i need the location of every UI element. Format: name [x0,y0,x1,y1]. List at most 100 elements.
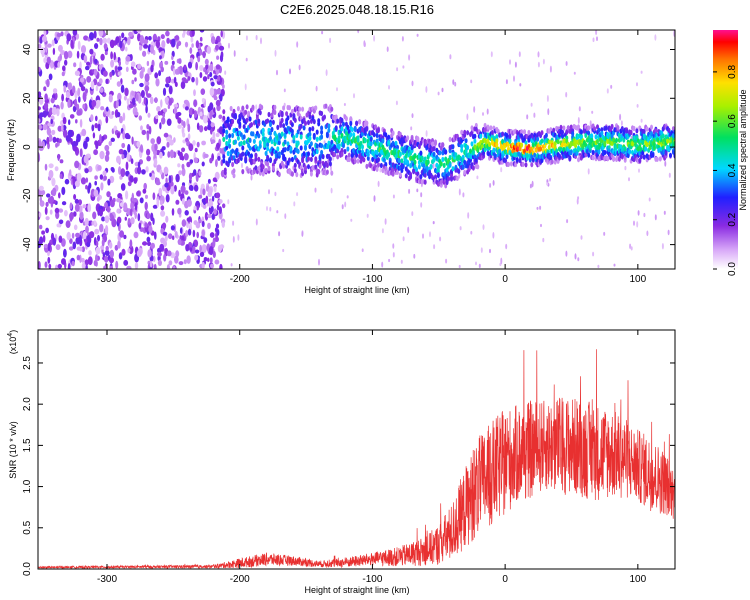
spectrogram-ridge-cell [466,145,470,151]
spectrogram-ridge-cell [423,172,427,178]
spectrogram-sparse-cell [437,91,440,96]
spectrogram-ridge-cell [302,151,306,157]
spectrogram-ridge-cell [342,121,345,127]
spectrogram-sparse-cell [539,205,542,210]
spectrogram-sparse-cell [667,229,670,236]
spectrogram-ridge-cell [283,156,287,162]
spectrogram-noise-cell [199,251,205,257]
spectrogram-noise-cell [220,30,223,38]
spectrogram-sparse-cell [470,79,473,84]
spectrogram-noise-cell [86,241,91,248]
spectrogram-ridge-cell [251,131,255,137]
spectrogram-noise-cell [145,166,149,173]
spectrogram-noise-cell [167,151,171,158]
spectrogram-ridge-cell [314,156,318,162]
spectrogram-noise-cell [198,170,202,176]
spectrogram-noise-cell [85,177,89,183]
spectrogram-noise-cell [131,79,135,85]
spectrogram-noise-cell [173,103,179,108]
spectrogram-sparse-cell [407,226,410,233]
spectrogram-noise-cell [150,64,154,73]
spectrogram-ridge-cell [276,146,280,152]
spectrogram-ridge-cell [372,132,376,138]
spectrogram-noise-cell [146,148,151,156]
spectrogram-ylabel: Frequency (Hz) [6,119,16,181]
spectrogram-noise-cell [175,112,179,120]
spectrogram-noise-cell [119,40,123,49]
spectrogram-ridge-cell [568,155,572,161]
spectrogram-ridge-cell [377,162,380,168]
spectrogram-sparse-cell [509,59,511,65]
spectrogram-ridge-cell [666,138,670,144]
spectrogram-noise-cell [217,244,222,253]
spectrogram-sparse-cell [542,237,545,243]
spectrogram-ridge-cell [530,162,534,168]
spectrogram-sparse-cell [576,198,579,205]
spectrogram-ridge-cell [327,127,331,133]
spectrogram-sparse-cell [473,106,476,113]
spectrogram-noise-cell [124,216,128,221]
spectrogram-ridge-cell [550,159,554,165]
spectrogram-ridge-cell [289,146,293,152]
spectrogram-noise-cell [46,136,50,145]
spectrogram-noise-cell [186,217,191,222]
spectrogram-noise-cell [63,85,67,93]
spectrogram-noise-cell [202,188,206,196]
spectrogram-noise-cell [93,149,98,156]
spectrogram-noise-cell [51,177,56,187]
spectrogram-ridge-cell [539,146,543,152]
spectrogram-ridge-cell [387,152,391,158]
spectrogram-noise-cell [65,220,71,229]
spectrogram-noise-cell [47,256,51,264]
spectrogram-noise-cell [57,44,63,52]
spectrogram-noise-cell [80,77,85,83]
spectrogram-noise-cell [74,70,80,76]
spectrogram-noise-cell [160,210,166,217]
spectrogram-noise-cell [109,249,115,258]
spectrogram-ridge-cell [667,127,671,133]
spectrogram-ridge-cell [346,124,350,130]
spectrogram-noise-cell [159,200,163,206]
spectrogram-noise-cell [218,114,223,120]
spectrogram-ridge-cell [232,173,236,179]
spectrogram-noise-cell [199,36,203,42]
spectrogram-noise-cell [134,262,139,269]
spectrogram-ridge-cell [290,122,294,128]
spectrogram-noise-cell [136,30,142,33]
spectrogram-noise-cell [179,151,184,161]
spectrogram-ridge-cell [232,168,236,174]
spectrogram-noise-cell [139,35,145,44]
spectrogram-ridge-cell [358,145,362,151]
spectrogram-noise-cell [40,47,45,55]
spectrogram-noise-cell [54,207,60,214]
spectrogram-noise-cell [137,95,142,104]
spectrogram-noise-cell [56,32,62,38]
spectrogram-noise-cell [222,203,226,209]
spectrogram-sparse-cell [416,33,419,37]
spectrogram-ridge-cell [401,163,405,169]
spectrogram-ridge-cell [420,155,424,161]
spectrogram-noise-cell [101,239,105,247]
spectrogram-noise-cell [95,254,98,263]
spectrogram-noise-cell [99,223,104,233]
spectrogram-noise-cell [189,47,193,54]
spectrogram-ridge-cell [375,132,379,138]
spectrogram-noise-cell [201,220,205,228]
spectrogram-noise-cell [69,114,75,119]
spectrogram-ridge-cell [638,157,642,164]
spectrogram-noise-cell [145,105,148,114]
snr-line [38,349,675,569]
spectrogram-sparse-cell [373,35,376,42]
spectrogram-noise-cell [128,104,134,109]
spectrogram-noise-cell [125,66,129,73]
spectrogram-sparse-cell [315,85,318,92]
spectrogram-sparse-cell [459,226,462,231]
spectrogram-noise-cell [57,61,61,68]
spectrogram-ridge-cell [280,117,284,123]
spectrogram-ridge-cell [444,156,448,162]
spectrogram-noise-cell [146,124,150,130]
spectrogram-ridge-cell [308,131,312,137]
spectrogram-noise-cell [94,123,98,129]
spectrogram-ridge-cell [286,141,290,147]
